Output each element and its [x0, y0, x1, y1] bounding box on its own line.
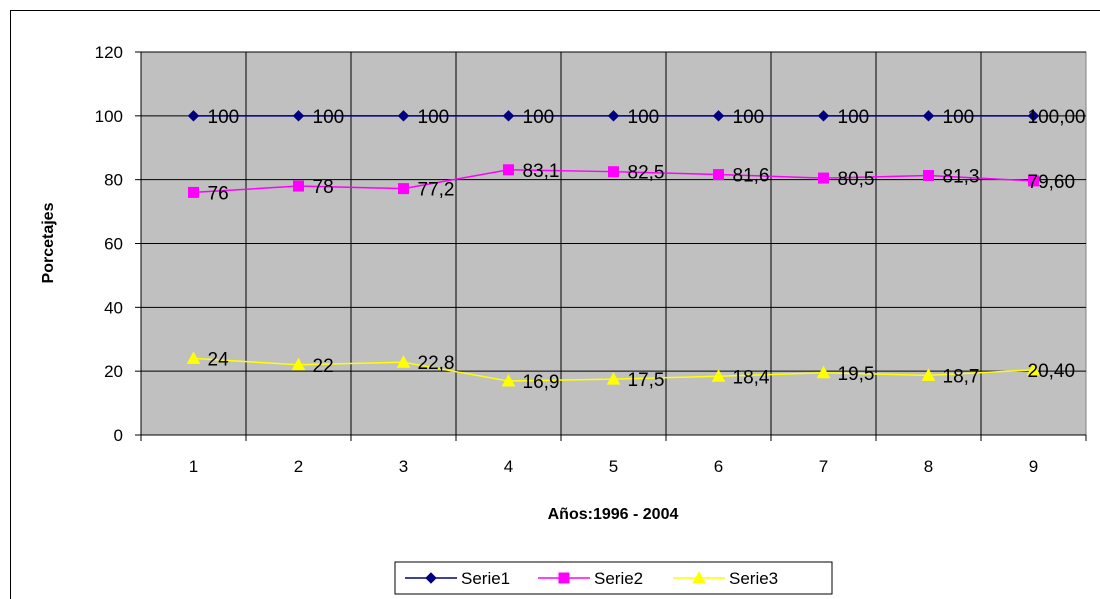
data-point-marker — [606, 372, 621, 385]
axes — [135, 51, 1087, 441]
x-tick-label: 3 — [399, 457, 408, 476]
x-tick-label: 9 — [1029, 457, 1038, 476]
series-layer — [186, 110, 1041, 387]
x-tick-label: 6 — [714, 457, 723, 476]
y-tick-label: 20 — [104, 362, 123, 381]
data-label: 100 — [628, 107, 660, 128]
series-serie1 — [187, 110, 1040, 122]
data-label: 100 — [313, 107, 345, 128]
data-label: 20,40 — [1028, 361, 1076, 382]
data-point-marker — [921, 368, 936, 381]
data-label: 100 — [418, 107, 450, 128]
legend-marker — [425, 572, 437, 584]
data-label: 22,8 — [418, 353, 455, 374]
legend-label: Serie1 — [461, 569, 510, 588]
data-point-marker — [291, 357, 306, 371]
data-label: 19,5 — [838, 364, 875, 385]
data-point-marker — [608, 166, 619, 178]
data-point-marker — [503, 164, 514, 176]
data-point-marker — [186, 351, 201, 364]
data-point-marker — [816, 365, 831, 379]
y-axis-title: Porcetajes — [40, 202, 57, 283]
legend: Serie1 Serie2 Serie3 — [394, 561, 833, 595]
legend-label: Serie2 — [594, 569, 643, 588]
data-point-marker — [1028, 175, 1039, 187]
data-label: 81,6 — [733, 166, 770, 187]
data-label: 79,60 — [1028, 172, 1076, 193]
chart-frame — [10, 10, 1100, 599]
x-tick-label: 4 — [504, 457, 513, 476]
data-point-marker — [501, 374, 516, 387]
y-tick-label: 100 — [95, 107, 123, 126]
legend-marker — [692, 570, 706, 584]
data-point-marker — [1026, 362, 1041, 376]
data-label: 100 — [838, 107, 870, 128]
data-label: 80,5 — [838, 169, 875, 190]
data-point-marker — [607, 110, 620, 122]
data-point-marker — [188, 186, 199, 198]
data-label: 77,2 — [418, 180, 455, 201]
data-point-marker — [818, 172, 829, 184]
legend-marker — [558, 572, 570, 584]
x-tick-label: 5 — [609, 457, 618, 476]
y-tick-label: 120 — [95, 43, 123, 62]
data-label: 81,3 — [943, 167, 980, 188]
data-point-marker — [922, 110, 935, 122]
data-label: 17,5 — [628, 370, 665, 391]
data-label: 22 — [313, 356, 334, 377]
data-point-marker — [397, 110, 410, 122]
data-point-marker — [502, 110, 515, 122]
series-serie3 — [186, 351, 1041, 387]
data-label: 83,1 — [523, 161, 560, 182]
data-label: 16,9 — [523, 372, 560, 393]
y-tick-labels: 0 20 40 60 80 100 120 — [95, 43, 123, 445]
data-point-marker — [711, 369, 726, 382]
x-tick-label: 8 — [924, 457, 933, 476]
data-point-marker — [292, 110, 305, 122]
x-tick-label: 1 — [189, 457, 198, 476]
data-label: 24 — [208, 349, 230, 370]
data-label: 100 — [208, 107, 240, 128]
data-point-marker — [396, 355, 411, 368]
data-point-marker — [398, 183, 409, 195]
data-point-marker — [817, 110, 830, 122]
y-tick-label: 40 — [104, 298, 123, 317]
data-label: 100 — [523, 107, 555, 128]
x-tick-labels: 1 2 3 4 5 6 7 8 9 — [189, 457, 1038, 476]
data-label: 18,7 — [943, 366, 980, 387]
y-tick-label: 0 — [114, 426, 123, 445]
series-serie2 — [188, 164, 1039, 198]
data-labels-layer: 100 100 100 100 100 100 100 100 100,00 76 78 77,2 83… — [208, 107, 1086, 393]
y-tick-label: 80 — [104, 171, 123, 190]
data-label: 100 — [733, 107, 765, 128]
data-point-marker — [713, 169, 724, 181]
data-point-marker — [712, 110, 725, 122]
x-tick-label: 2 — [294, 457, 303, 476]
y-tick-label: 60 — [104, 235, 123, 254]
data-point-marker — [1027, 110, 1040, 122]
data-label: 100 — [943, 107, 975, 128]
legend-box — [394, 561, 833, 595]
data-point-marker — [293, 180, 304, 192]
data-point-marker — [923, 170, 934, 182]
data-label: 76 — [208, 183, 229, 204]
data-point-marker — [187, 110, 200, 122]
data-label: 100,00 — [1028, 107, 1086, 128]
x-axis-title: Años:1996 - 2004 — [548, 506, 679, 523]
legend-label: Serie3 — [729, 569, 778, 588]
x-tick-label: 7 — [819, 457, 828, 476]
data-label: 82,5 — [628, 163, 665, 184]
data-label: 18,4 — [733, 367, 770, 388]
data-label: 78 — [313, 177, 334, 198]
